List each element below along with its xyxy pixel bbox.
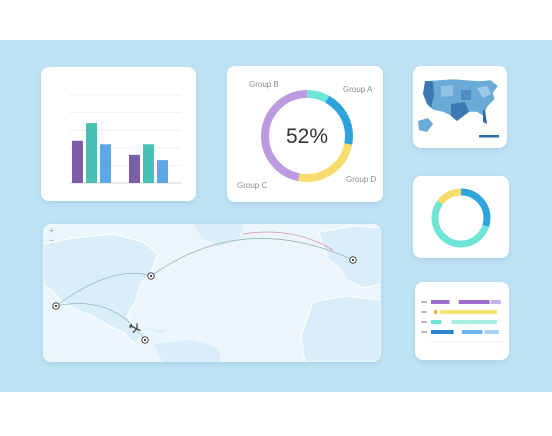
gantt-chart [421, 300, 503, 343]
donut-slice[interactable] [261, 90, 353, 182]
bar[interactable] [86, 123, 97, 183]
gantt-segment[interactable] [458, 300, 490, 304]
donut-chart: 52% Group A Group B Group C Group D [237, 80, 376, 190]
flight-route-map: + − [43, 224, 381, 362]
row-label-stub [421, 311, 427, 313]
bar[interactable] [143, 144, 154, 183]
location-marker-south[interactable] [141, 336, 149, 344]
zoom-out-button[interactable]: − [49, 236, 54, 245]
bar[interactable] [129, 154, 140, 183]
bar[interactable] [100, 144, 111, 183]
row-label-stub [421, 331, 427, 333]
bar[interactable] [72, 140, 83, 183]
flight-map-card: + − [43, 224, 381, 362]
gantt-segment[interactable] [490, 300, 501, 304]
legend-group-b: Group B [249, 80, 279, 89]
bar[interactable] [157, 160, 168, 183]
row-label-stub [421, 321, 427, 323]
zoom-in-button[interactable]: + [49, 226, 54, 235]
gantt-segment[interactable] [434, 310, 438, 314]
legend-group-c: Group C [237, 181, 267, 190]
location-marker-europe[interactable] [349, 256, 357, 264]
legend-group-a: Group A [343, 85, 373, 94]
airplane-icon [129, 323, 141, 334]
location-marker-west[interactable] [52, 302, 60, 310]
gantt-chart-card [415, 282, 509, 360]
gantt-segment[interactable] [484, 330, 499, 334]
us-choropleth-map [418, 78, 499, 138]
legend-group-d: Group D [346, 175, 376, 184]
gantt-segment[interactable] [451, 320, 497, 324]
small-donut-slice[interactable] [431, 188, 491, 248]
us-map-card [413, 66, 507, 148]
gantt-segment[interactable] [461, 330, 483, 334]
gantt-segment[interactable] [431, 300, 450, 304]
donut-slice[interactable] [261, 90, 353, 182]
donut-chart-card: 52% Group A Group B Group C Group D [227, 66, 383, 202]
donut-center-label: 52% [286, 125, 328, 148]
small-donut-slice[interactable] [431, 188, 491, 248]
row-label-stub [421, 301, 427, 303]
small-donut-chart [431, 188, 491, 248]
location-marker-east[interactable] [147, 272, 155, 280]
gantt-segment[interactable] [431, 320, 442, 324]
bar-chart [69, 94, 181, 184]
gantt-segment[interactable] [440, 310, 497, 314]
gantt-segment[interactable] [431, 330, 454, 334]
small-donut-card [413, 176, 509, 258]
donut-slice[interactable] [261, 90, 353, 182]
bar-chart-card [41, 67, 196, 201]
